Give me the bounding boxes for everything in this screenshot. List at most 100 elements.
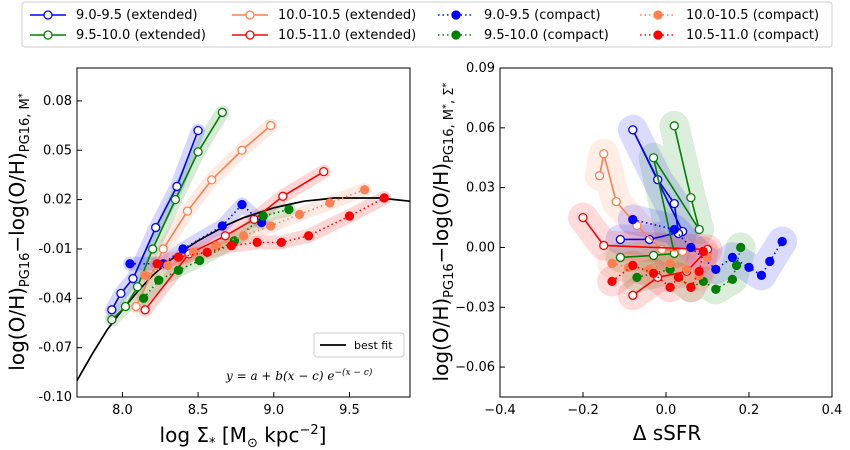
left-data-point xyxy=(202,247,212,257)
left-data-point xyxy=(188,247,199,257)
left-series xyxy=(131,120,276,312)
legend-item: 10.5-11.0 (extended) xyxy=(232,28,416,43)
legend-item: 9.0-9.5 (extended) xyxy=(30,8,198,23)
fit-legend-label: best fit xyxy=(354,339,393,352)
left-data-point xyxy=(266,221,276,231)
right-data-point xyxy=(686,282,696,292)
right-ytick-label: −0.06 xyxy=(455,360,495,375)
left-series xyxy=(107,107,227,325)
right-data-point xyxy=(665,282,675,292)
left-data-point xyxy=(173,265,184,275)
panel-left: 8.0 8.5 9.0 9.5 -0.10 -0.07 -0.04 -0.01 0.02 0.05… xyxy=(5,67,411,450)
left-data-point xyxy=(237,145,247,155)
right-xtick-label: 0.0 xyxy=(656,403,677,418)
right-data-point xyxy=(615,234,625,245)
left-axes-frame xyxy=(76,67,411,398)
right-data-point xyxy=(594,171,605,181)
right-data-point xyxy=(673,272,684,283)
right-data-point xyxy=(682,264,692,275)
left-ytick-label: -0.07 xyxy=(38,341,72,356)
legend-label: 9.5-10.0 (extended) xyxy=(76,28,206,43)
left-data-point xyxy=(359,185,370,195)
right-data-point xyxy=(777,236,787,247)
left-y-axis-label: log(O/H)PG16−log(O/H)PG16, M* xyxy=(5,93,33,370)
legend-label: 9.5-10.0 (compact) xyxy=(484,28,609,43)
legend-marker xyxy=(451,10,461,20)
right-data-point xyxy=(731,260,742,271)
right-series xyxy=(607,246,708,292)
left-data-point xyxy=(217,107,227,118)
right-data-point xyxy=(756,270,767,281)
left-data-point xyxy=(170,194,181,205)
left-xtick-label: 8.0 xyxy=(112,403,133,418)
left-data-point xyxy=(107,305,117,315)
legend: 9.0-9.5 (extended) 9.5-10.0 (extended) 10.… xyxy=(21,1,833,48)
right-series xyxy=(632,242,746,294)
left-data-point xyxy=(379,193,389,203)
left-series-line xyxy=(144,170,325,311)
left-x-axis-label: log Σ* [M⊙ kpc−2] xyxy=(160,423,327,450)
legend-marker xyxy=(451,30,461,40)
legend-marker xyxy=(653,10,663,20)
left-series xyxy=(152,193,389,269)
left-data-point xyxy=(128,273,138,284)
left-data-point xyxy=(238,231,249,241)
left-data-point xyxy=(158,244,168,254)
left-data-point xyxy=(151,222,161,233)
left-series xyxy=(138,204,294,303)
left-series-line xyxy=(156,197,385,265)
legend-item: 9.5-10.0 (compact) xyxy=(438,28,609,43)
right-xtick-label: 0.4 xyxy=(822,403,843,418)
right-data-point xyxy=(686,242,696,253)
legend-frame xyxy=(21,1,833,48)
right-ytick-label: 0.03 xyxy=(466,181,495,196)
legend-item: 10.5-11.0 (compact) xyxy=(640,28,819,43)
right-data-point xyxy=(744,262,754,273)
panel-right: −0.4 −0.2 0.0 0.2 0.4 −0.06 −0.03 0.00 0.03 0.06 0… xyxy=(429,61,842,445)
left-data-point xyxy=(303,231,314,241)
legend-marker xyxy=(245,10,255,20)
left-data-point xyxy=(276,237,286,248)
left-data-point xyxy=(178,244,188,254)
right-data-point xyxy=(648,153,659,163)
left-data-point xyxy=(211,241,221,251)
right-xtick-label: −0.2 xyxy=(567,403,599,418)
left-data-point xyxy=(284,204,294,215)
right-data-point xyxy=(694,224,704,235)
left-data-point xyxy=(226,241,237,251)
legend-item: 10.0-10.5 (compact) xyxy=(640,8,819,23)
right-data-point xyxy=(607,258,617,269)
left-ytick-label: 0.02 xyxy=(43,193,72,208)
left-data-point xyxy=(325,198,335,208)
right-data-point xyxy=(711,264,721,275)
left-xtick-label: 8.5 xyxy=(188,403,209,418)
right-series-line xyxy=(582,217,710,296)
right-x-axis-label: Δ sSFR xyxy=(633,421,702,445)
left-data-point xyxy=(125,259,135,269)
left-data-point xyxy=(207,175,217,185)
left-ytick-label: 0.05 xyxy=(43,143,72,158)
left-data-point xyxy=(131,301,141,312)
right-data-point xyxy=(599,240,609,251)
left-data-point xyxy=(154,275,164,285)
right-series xyxy=(628,214,787,281)
left-data-point xyxy=(138,293,149,303)
left-data-point xyxy=(252,237,262,248)
right-data-point xyxy=(632,272,642,283)
legend-marker xyxy=(43,10,53,20)
left-xtick-label: 9.5 xyxy=(339,403,360,418)
fit-equation: y = a + b(x − c) e−(x − c) xyxy=(225,367,373,383)
right-ytick-label: 0.09 xyxy=(466,61,495,76)
fit-legend-frame xyxy=(313,332,405,358)
right-data-point xyxy=(686,192,696,203)
left-series xyxy=(140,166,329,315)
left-series-line xyxy=(135,124,272,307)
left-data-point xyxy=(194,255,205,266)
left-data-point xyxy=(193,147,203,157)
legend-label: 9.0-9.5 (extended) xyxy=(76,8,198,23)
left-data-point xyxy=(152,259,162,269)
right-data-point xyxy=(669,224,679,235)
right-ytick-label: −0.03 xyxy=(455,300,495,315)
left-data-point xyxy=(217,221,227,231)
